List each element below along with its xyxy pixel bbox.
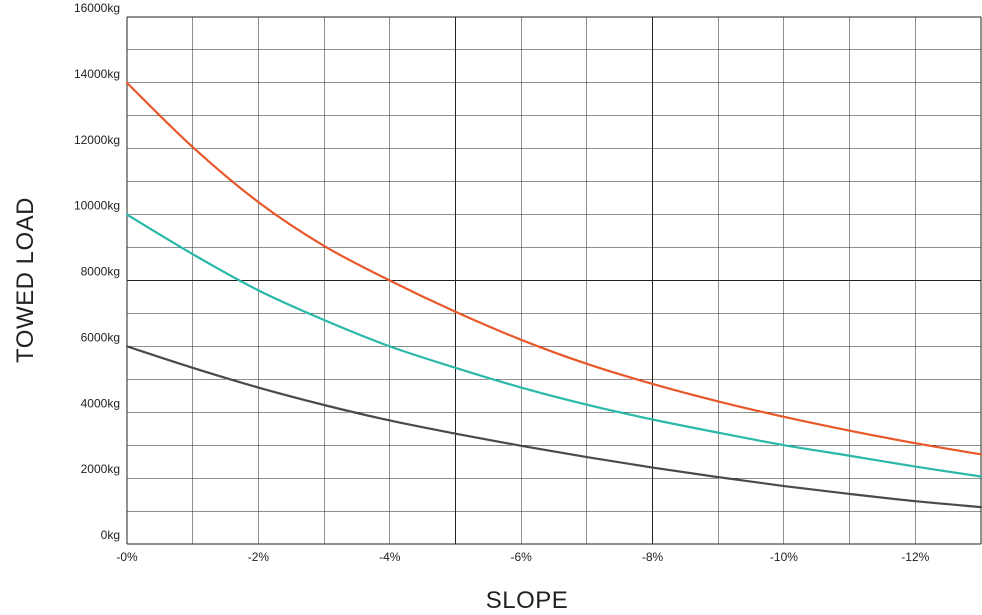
series-line-3 — [125, 345, 982, 509]
x-tick-label: -0% — [116, 550, 138, 564]
y-tick-label: 0kg — [101, 528, 120, 542]
grid — [127, 16, 982, 544]
y-tick-label: 12000kg — [74, 133, 120, 147]
x-axis-title: SLOPE — [486, 587, 569, 614]
series-group — [125, 81, 982, 509]
y-tick-label: 8000kg — [81, 265, 120, 279]
tick-labels: 0kg 2000kg 4000kg 6000kg 8000kg 10000kg 12000k… — [74, 1, 930, 564]
series-line-1 — [125, 81, 982, 456]
x-tick-label: -10% — [770, 550, 798, 564]
y-tick-label: 14000kg — [74, 67, 120, 81]
y-tick-label: 10000kg — [74, 199, 120, 213]
x-tick-label: -2% — [248, 550, 270, 564]
y-tick-label: 4000kg — [81, 396, 120, 410]
x-tick-label: -8% — [642, 550, 664, 564]
x-tick-label: -6% — [510, 550, 532, 564]
y-tick-label: 2000kg — [81, 462, 120, 476]
x-tick-label: -4% — [379, 550, 401, 564]
y-tick-label: 16000kg — [74, 1, 120, 15]
x-tick-label: -12% — [901, 550, 929, 564]
y-tick-label: 6000kg — [81, 330, 120, 344]
y-axis-title: TOWED LOAD — [12, 197, 39, 363]
axes — [126, 17, 981, 545]
series-line-2 — [125, 213, 982, 478]
